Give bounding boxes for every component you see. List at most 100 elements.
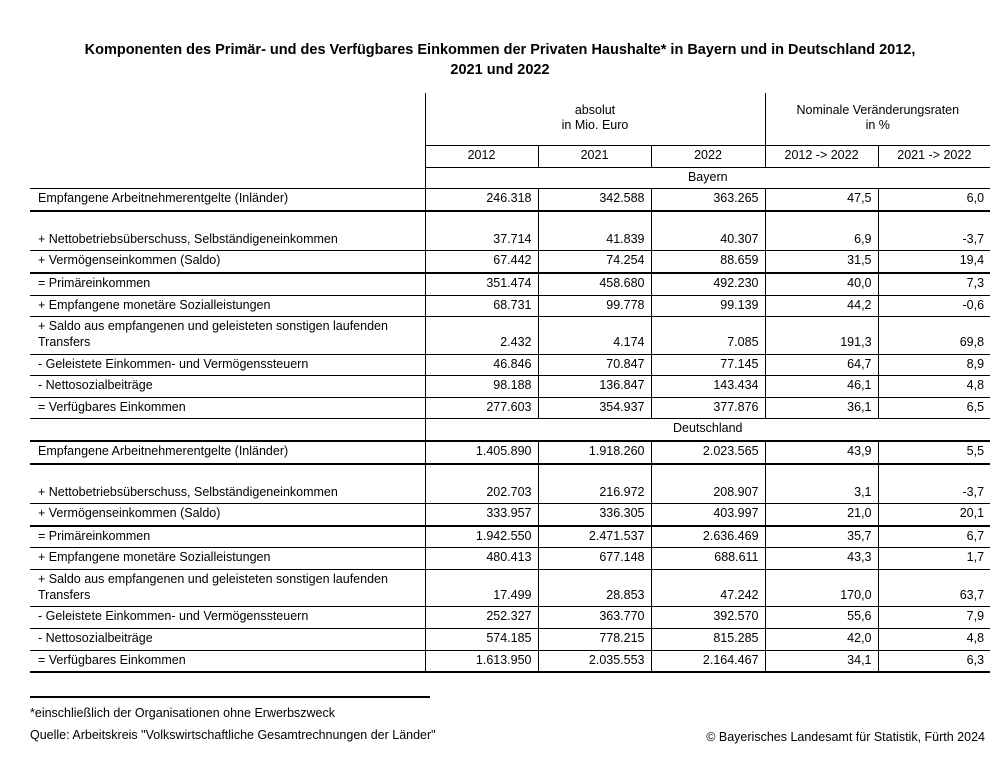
table-row: + Empfangene monetäre Sozialleistungen 6… [30, 295, 991, 318]
header-rates: Nominale Veränderungsraten in % [796, 102, 960, 133]
value-2022: 2.164.467 [650, 650, 766, 674]
value-2022: 392.570 [650, 606, 766, 629]
rate-2012-2022: 21,0 [764, 503, 879, 527]
value-2021: 2.035.553 [537, 650, 651, 674]
page-title: Komponenten des Primär- und des Verfügba… [30, 40, 970, 81]
table-row: - Geleistete Einkommen- und Vermögensste… [30, 606, 991, 629]
rate-2021-2022: 7,9 [877, 606, 991, 629]
income-components-table: absolut in Mio. Euro Nominale Veränderun… [30, 92, 991, 674]
value-2022: 99.139 [650, 295, 766, 318]
row-label: - Nettosozialbeiträge [30, 375, 426, 398]
value-2012: 480.413 [424, 547, 538, 571]
value-2022: 77.145 [650, 354, 766, 377]
value-2021: 363.770 [537, 606, 651, 629]
rate-2012-2022: 64,7 [764, 354, 879, 377]
value-2021: 677.148 [537, 547, 651, 571]
value-2022: 492.230 [650, 273, 766, 296]
rate-2021-2022: 19,4 [877, 250, 991, 275]
row-label: Empfangene Arbeitnehmerentgelte (Inlände… [30, 188, 426, 212]
rate-2012-2022: 40,0 [764, 273, 879, 296]
value-2012: 277.603 [424, 397, 538, 420]
table-row: + Vermögenseinkommen (Saldo) 333.957 336… [30, 503, 991, 527]
value-2012: 202.703 [424, 463, 538, 505]
value-2012: 246.318 [424, 188, 538, 212]
rate-2021-2022: 6,5 [877, 397, 991, 420]
value-2021: 458.680 [537, 273, 651, 296]
value-2021: 70.847 [537, 354, 651, 377]
band-label-spacer [30, 167, 426, 190]
value-2012: 333.957 [424, 503, 538, 527]
rate-2012-2022: 31,5 [764, 250, 879, 275]
header-label-spacer [30, 92, 426, 146]
value-2022: 47.242 [650, 569, 766, 608]
rate-2012-2022: 35,7 [764, 525, 879, 549]
table-row: + Saldo aus empfangenen und geleisteten … [30, 316, 991, 355]
value-2022: 88.659 [650, 250, 766, 275]
value-2012: 574.185 [424, 628, 538, 651]
row-label: + Saldo aus empfangenen und geleisteten … [30, 569, 426, 608]
value-2021: 74.254 [537, 250, 651, 275]
rate-2021-2022: 20,1 [877, 503, 991, 527]
value-2012: 37.714 [424, 210, 538, 252]
rate-2012-2022: 42,0 [764, 628, 879, 651]
value-2021: 336.305 [537, 503, 651, 527]
column-group-header-row: absolut in Mio. Euro Nominale Veränderun… [30, 92, 990, 146]
row-label: + Vermögenseinkommen (Saldo) [30, 503, 426, 527]
statistics-table-page: { "title": [ "Komponenten des Primär- un… [0, 40, 1000, 774]
page-title-line2: 2021 und 2022 [450, 62, 550, 79]
page-title-line1: Komponenten des Primär- und des Verfügba… [84, 42, 916, 58]
row-label: - Geleistete Einkommen- und Vermögensste… [30, 354, 426, 377]
value-2012: 1.942.550 [424, 525, 538, 549]
rate-2012-2022: 47,5 [764, 188, 879, 212]
row-label: - Nettosozialbeiträge [30, 628, 426, 651]
rate-2021-2022: 4,8 [877, 628, 991, 651]
section-band-bayern: Bayern [30, 167, 991, 190]
copyright-notice: © Bayerisches Landesamt für Statistik, F… [706, 730, 985, 744]
rate-2021-2022: -0,6 [877, 295, 991, 318]
row-label: + Empfangene monetäre Sozialleistungen [30, 295, 426, 318]
value-2021: 216.972 [537, 463, 651, 505]
rate-2012-2022: 55,6 [764, 606, 879, 629]
rate-2012-2022: 36,1 [764, 397, 879, 420]
table-row: = Primäreinkommen 351.474 458.680 492.23… [30, 273, 991, 296]
row-label: + Empfangene monetäre Sozialleistungen [30, 547, 426, 571]
value-2021: 41.839 [537, 210, 651, 252]
rate-2021-2022: 6,3 [877, 650, 991, 674]
table-row: Empfangene Arbeitnehmerentgelte (Inlände… [30, 188, 991, 212]
value-2012: 351.474 [424, 273, 538, 296]
value-2012: 17.499 [424, 569, 538, 608]
section-title-bayern: Bayern [424, 167, 991, 190]
value-2021: 2.471.537 [537, 525, 651, 549]
rate-2012-2022: 44,2 [764, 295, 879, 318]
rate-2012-2022: 191,3 [764, 316, 879, 355]
value-2012: 252.327 [424, 606, 538, 629]
rate-2021-2022: 4,8 [877, 375, 991, 398]
value-2021: 28.853 [537, 569, 651, 608]
value-2022: 377.876 [650, 397, 766, 420]
row-label: = Primäreinkommen [30, 525, 426, 549]
rate-2012-2022: 3,1 [764, 463, 879, 505]
row-label: = Primäreinkommen [30, 273, 426, 296]
section-band-deutschland: Deutschland [30, 418, 991, 443]
value-2012: 1.405.890 [424, 441, 538, 465]
rate-2012-2022: 46,1 [764, 375, 879, 398]
rate-2021-2022: 7,3 [877, 273, 991, 296]
row-label: = Verfügbares Einkommen [30, 397, 426, 420]
year-col-2022: 2022 [650, 145, 766, 168]
table-row: + Vermögenseinkommen (Saldo) 67.442 74.2… [30, 250, 991, 275]
value-2022: 7.085 [650, 316, 766, 355]
rate-2012-2022: 170,0 [764, 569, 879, 608]
table-row: - Geleistete Einkommen- und Vermögensste… [30, 354, 991, 377]
band-label-spacer [30, 418, 426, 443]
section-title-deutschland: Deutschland [424, 418, 991, 443]
rate-2012-2022: 43,9 [764, 441, 879, 465]
value-2021: 342.588 [537, 188, 651, 212]
rate-2021-2022: 69,8 [877, 316, 991, 355]
year-header-row: 2012 2021 2022 2012 -> 2022 2021 -> 2022 [30, 145, 991, 168]
table-row: Empfangene Arbeitnehmerentgelte (Inlände… [30, 441, 991, 465]
value-2021: 778.215 [537, 628, 651, 651]
value-2022: 40.307 [650, 210, 766, 252]
rate-2021-2022: 63,7 [877, 569, 991, 608]
value-2012: 1.613.950 [424, 650, 538, 674]
value-2012: 2.432 [424, 316, 538, 355]
